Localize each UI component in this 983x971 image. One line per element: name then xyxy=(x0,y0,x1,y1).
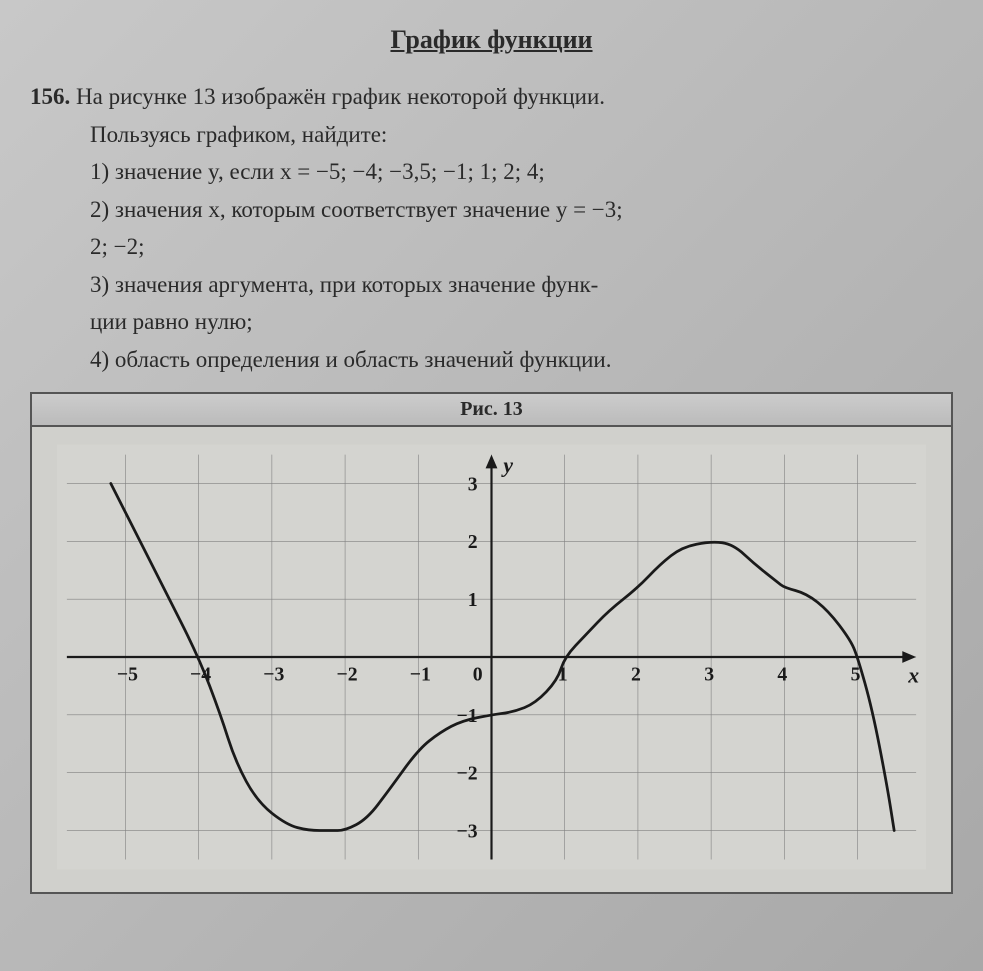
problem-item-3b: ции равно нулю; xyxy=(90,305,953,340)
problem-item-1: 1) значение y, если x = −5; −4; −3,5; −1… xyxy=(90,155,953,190)
problem-intro-line2: Пользуясь графиком, найдите: xyxy=(90,118,953,153)
svg-text:3: 3 xyxy=(704,664,714,686)
function-chart: −5−4−3−2−1123450−3−2−1123xy xyxy=(57,442,926,872)
problem-item-2b: 2; −2; xyxy=(90,230,953,265)
svg-text:3: 3 xyxy=(468,473,478,495)
svg-text:1: 1 xyxy=(468,589,478,611)
problem-intro-line1: 156. На рисунке 13 изображён график неко… xyxy=(90,80,953,115)
problem-item-2: 2) значения x, которым соответствует зна… xyxy=(90,193,953,228)
problem-intro-text1: На рисунке 13 изображён график некоторой… xyxy=(76,84,605,109)
svg-text:0: 0 xyxy=(473,664,483,686)
figure-caption: Рис. 13 xyxy=(32,394,951,427)
chart-wrapper: −5−4−3−2−1123450−3−2−1123xy xyxy=(32,427,951,892)
svg-text:−5: −5 xyxy=(117,664,138,686)
svg-text:−1: −1 xyxy=(410,664,431,686)
figure-container: Рис. 13 −5−4−3−2−1123450−3−2−1123xy xyxy=(30,392,953,894)
page-title: График функции xyxy=(30,25,953,55)
problem-item-4: 4) область определения и область значени… xyxy=(90,343,953,378)
svg-text:−3: −3 xyxy=(457,820,478,842)
problem-block: 156. На рисунке 13 изображён график неко… xyxy=(30,80,953,377)
problem-number: 156. xyxy=(30,84,70,109)
svg-text:2: 2 xyxy=(468,531,478,553)
problem-item-3: 3) значения аргумента, при которых значе… xyxy=(90,268,953,303)
svg-text:2: 2 xyxy=(631,664,641,686)
svg-text:−2: −2 xyxy=(336,664,357,686)
svg-text:x: x xyxy=(907,664,919,688)
svg-text:4: 4 xyxy=(777,664,787,686)
svg-text:−2: −2 xyxy=(457,763,478,785)
svg-text:−3: −3 xyxy=(263,664,284,686)
